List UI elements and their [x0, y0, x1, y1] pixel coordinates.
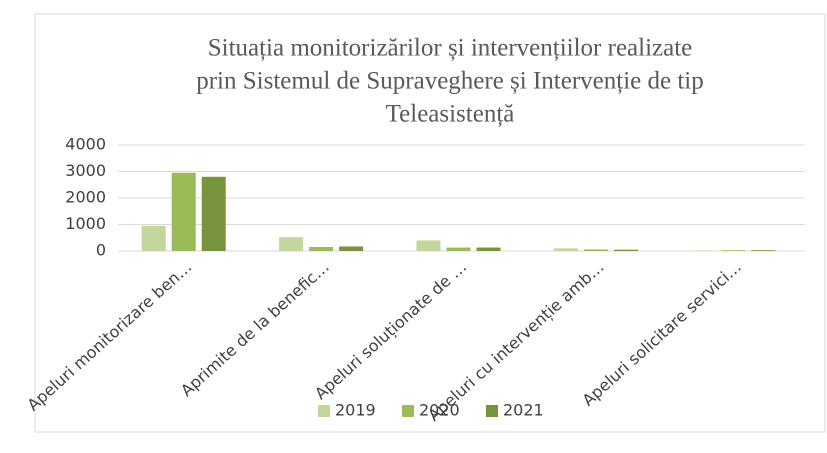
chart-title: prin Sistemul de Supraveghere și Interve… — [196, 68, 704, 95]
legend-swatch — [318, 405, 330, 417]
bar — [553, 248, 578, 251]
bar — [691, 250, 716, 251]
y-tick-label: 4000 — [65, 135, 106, 154]
bar — [476, 247, 501, 251]
y-tick-label: 3000 — [65, 161, 106, 180]
legend-label: 2019 — [335, 401, 376, 420]
bar — [279, 237, 304, 251]
bar — [309, 247, 334, 251]
chart-frame — [34, 13, 826, 433]
bar — [721, 250, 746, 251]
bar — [201, 176, 226, 251]
y-tick-label: 1000 — [65, 214, 106, 233]
bar — [613, 249, 638, 251]
bar — [446, 247, 471, 251]
y-tick-label: 2000 — [65, 188, 106, 207]
legend-label: 2021 — [503, 401, 544, 420]
bar — [583, 249, 608, 251]
bar — [751, 250, 776, 251]
legend-label: 2020 — [419, 401, 460, 420]
bar — [171, 172, 196, 251]
legend-swatch — [486, 405, 498, 417]
bar — [141, 225, 166, 251]
bar — [416, 240, 441, 251]
bar — [339, 246, 364, 251]
chart-title: Situația monitorizărilor și intervențiil… — [208, 35, 693, 62]
legend-swatch — [402, 405, 414, 417]
chart-title: Teleasistență — [386, 101, 515, 128]
y-tick-label: 0 — [96, 241, 106, 260]
